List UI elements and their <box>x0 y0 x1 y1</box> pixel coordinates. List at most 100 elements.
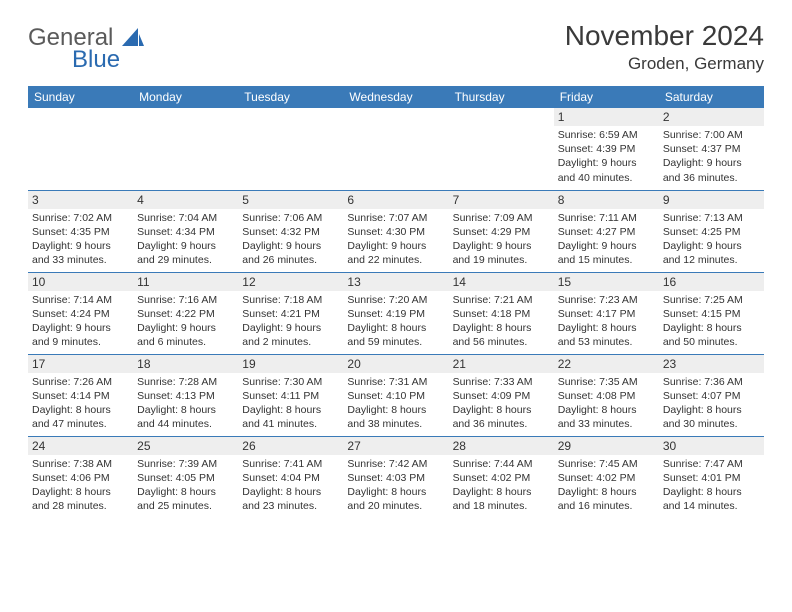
daylight-text: and 2 minutes. <box>242 335 339 349</box>
calendar-day-cell: . <box>133 108 238 190</box>
daylight-text: Daylight: 8 hours <box>453 485 550 499</box>
day-number: 15 <box>554 273 659 291</box>
daylight-text: and 56 minutes. <box>453 335 550 349</box>
calendar-day-cell: 4Sunrise: 7:04 AMSunset: 4:34 PMDaylight… <box>133 190 238 272</box>
daylight-text: and 9 minutes. <box>32 335 129 349</box>
calendar-week-row: 3Sunrise: 7:02 AMSunset: 4:35 PMDaylight… <box>28 190 764 272</box>
daylight-text: Daylight: 8 hours <box>32 403 129 417</box>
day-number: 26 <box>238 437 343 455</box>
calendar-day-cell: 1Sunrise: 6:59 AMSunset: 4:39 PMDaylight… <box>554 108 659 190</box>
calendar-day-cell: 14Sunrise: 7:21 AMSunset: 4:18 PMDayligh… <box>449 272 554 354</box>
sunset-text: Sunset: 4:35 PM <box>32 225 129 239</box>
weekday-header: Wednesday <box>343 86 448 108</box>
sunset-text: Sunset: 4:37 PM <box>663 142 760 156</box>
calendar-day-cell: 11Sunrise: 7:16 AMSunset: 4:22 PMDayligh… <box>133 272 238 354</box>
sunset-text: Sunset: 4:30 PM <box>347 225 444 239</box>
calendar-day-cell: . <box>28 108 133 190</box>
sunset-text: Sunset: 4:11 PM <box>242 389 339 403</box>
sunset-text: Sunset: 4:25 PM <box>663 225 760 239</box>
sunrise-text: Sunrise: 7:35 AM <box>558 375 655 389</box>
daylight-text: and 44 minutes. <box>137 417 234 431</box>
day-number: 20 <box>343 355 448 373</box>
sunrise-text: Sunrise: 6:59 AM <box>558 128 655 142</box>
weekday-header: Tuesday <box>238 86 343 108</box>
sunset-text: Sunset: 4:27 PM <box>558 225 655 239</box>
sunrise-text: Sunrise: 7:09 AM <box>453 211 550 225</box>
day-number: 30 <box>659 437 764 455</box>
day-number: 29 <box>554 437 659 455</box>
sunrise-text: Sunrise: 7:07 AM <box>347 211 444 225</box>
day-number: 23 <box>659 355 764 373</box>
sunset-text: Sunset: 4:19 PM <box>347 307 444 321</box>
sunset-text: Sunset: 4:14 PM <box>32 389 129 403</box>
daylight-text: Daylight: 9 hours <box>242 239 339 253</box>
sunrise-text: Sunrise: 7:21 AM <box>453 293 550 307</box>
daylight-text: and 14 minutes. <box>663 499 760 513</box>
sunrise-text: Sunrise: 7:13 AM <box>663 211 760 225</box>
calendar-day-cell: 18Sunrise: 7:28 AMSunset: 4:13 PMDayligh… <box>133 354 238 436</box>
weekday-header-row: Sunday Monday Tuesday Wednesday Thursday… <box>28 86 764 108</box>
sunset-text: Sunset: 4:15 PM <box>663 307 760 321</box>
daylight-text: Daylight: 8 hours <box>558 485 655 499</box>
logo: General Blue <box>28 26 144 72</box>
calendar-day-cell: 26Sunrise: 7:41 AMSunset: 4:04 PMDayligh… <box>238 436 343 518</box>
daylight-text: and 36 minutes. <box>663 171 760 185</box>
daylight-text: Daylight: 8 hours <box>32 485 129 499</box>
weekday-header: Sunday <box>28 86 133 108</box>
calendar-day-cell: 12Sunrise: 7:18 AMSunset: 4:21 PMDayligh… <box>238 272 343 354</box>
daylight-text: and 12 minutes. <box>663 253 760 267</box>
calendar-day-cell: 5Sunrise: 7:06 AMSunset: 4:32 PMDaylight… <box>238 190 343 272</box>
daylight-text: and 50 minutes. <box>663 335 760 349</box>
calendar-day-cell: 9Sunrise: 7:13 AMSunset: 4:25 PMDaylight… <box>659 190 764 272</box>
sunset-text: Sunset: 4:05 PM <box>137 471 234 485</box>
sunset-text: Sunset: 4:24 PM <box>32 307 129 321</box>
calendar-day-cell: 27Sunrise: 7:42 AMSunset: 4:03 PMDayligh… <box>343 436 448 518</box>
daylight-text: and 41 minutes. <box>242 417 339 431</box>
sunrise-text: Sunrise: 7:06 AM <box>242 211 339 225</box>
calendar-day-cell: 15Sunrise: 7:23 AMSunset: 4:17 PMDayligh… <box>554 272 659 354</box>
daylight-text: and 28 minutes. <box>32 499 129 513</box>
day-number: 16 <box>659 273 764 291</box>
calendar-day-cell: 29Sunrise: 7:45 AMSunset: 4:02 PMDayligh… <box>554 436 659 518</box>
daylight-text: and 47 minutes. <box>32 417 129 431</box>
day-number: 12 <box>238 273 343 291</box>
calendar-day-cell: 2Sunrise: 7:00 AMSunset: 4:37 PMDaylight… <box>659 108 764 190</box>
calendar-day-cell: . <box>343 108 448 190</box>
sunset-text: Sunset: 4:22 PM <box>137 307 234 321</box>
daylight-text: and 33 minutes. <box>558 417 655 431</box>
calendar-table: Sunday Monday Tuesday Wednesday Thursday… <box>28 86 764 518</box>
day-number: 14 <box>449 273 554 291</box>
sunrise-text: Sunrise: 7:39 AM <box>137 457 234 471</box>
day-number: 8 <box>554 191 659 209</box>
day-number: 25 <box>133 437 238 455</box>
weekday-header: Monday <box>133 86 238 108</box>
month-title: November 2024 <box>565 20 764 52</box>
daylight-text: Daylight: 9 hours <box>558 239 655 253</box>
sunset-text: Sunset: 4:09 PM <box>453 389 550 403</box>
sunset-text: Sunset: 4:18 PM <box>453 307 550 321</box>
sunset-text: Sunset: 4:02 PM <box>453 471 550 485</box>
sunset-text: Sunset: 4:13 PM <box>137 389 234 403</box>
sunrise-text: Sunrise: 7:38 AM <box>32 457 129 471</box>
day-number: 3 <box>28 191 133 209</box>
sunset-text: Sunset: 4:03 PM <box>347 471 444 485</box>
calendar-day-cell: 19Sunrise: 7:30 AMSunset: 4:11 PMDayligh… <box>238 354 343 436</box>
day-number: 4 <box>133 191 238 209</box>
daylight-text: and 53 minutes. <box>558 335 655 349</box>
logo-text-blue: Blue <box>72 48 120 72</box>
day-number: 7 <box>449 191 554 209</box>
daylight-text: and 30 minutes. <box>663 417 760 431</box>
daylight-text: and 26 minutes. <box>242 253 339 267</box>
day-number: 17 <box>28 355 133 373</box>
day-number: 1 <box>554 108 659 126</box>
day-number: 5 <box>238 191 343 209</box>
calendar-day-cell: 21Sunrise: 7:33 AMSunset: 4:09 PMDayligh… <box>449 354 554 436</box>
daylight-text: and 6 minutes. <box>137 335 234 349</box>
daylight-text: Daylight: 8 hours <box>137 403 234 417</box>
daylight-text: Daylight: 8 hours <box>347 403 444 417</box>
daylight-text: and 23 minutes. <box>242 499 339 513</box>
weekday-header: Saturday <box>659 86 764 108</box>
daylight-text: and 36 minutes. <box>453 417 550 431</box>
sunset-text: Sunset: 4:01 PM <box>663 471 760 485</box>
sunrise-text: Sunrise: 7:30 AM <box>242 375 339 389</box>
